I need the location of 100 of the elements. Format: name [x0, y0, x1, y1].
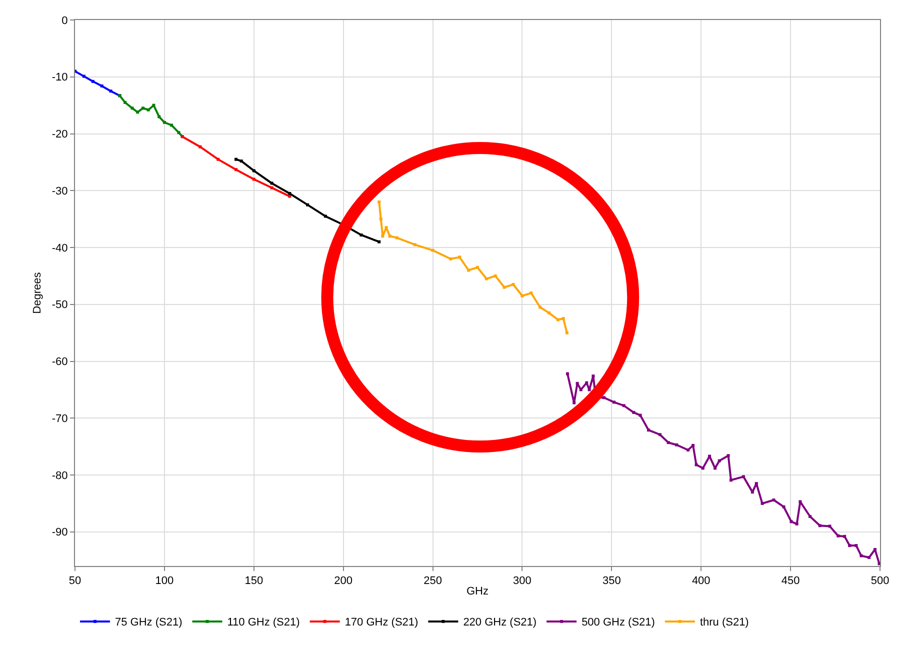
- point: [718, 459, 721, 462]
- point: [708, 454, 712, 458]
- point: [565, 331, 568, 334]
- point: [754, 482, 758, 486]
- point: [562, 317, 565, 320]
- point: [152, 104, 156, 107]
- point: [484, 277, 488, 280]
- point: [449, 257, 452, 260]
- x-tick-label: 150: [244, 575, 264, 588]
- point: [384, 226, 388, 230]
- point: [726, 454, 730, 458]
- point: [252, 178, 256, 181]
- point: [512, 282, 515, 286]
- point: [234, 168, 238, 172]
- point: [808, 515, 812, 518]
- point: [548, 311, 551, 314]
- point: [502, 286, 506, 289]
- point: [658, 433, 662, 436]
- point: [686, 448, 690, 452]
- point: [860, 554, 863, 558]
- x-tick-label: 100: [155, 575, 174, 588]
- point: [100, 84, 104, 88]
- point: [790, 520, 793, 524]
- point: [177, 131, 180, 134]
- point: [458, 256, 462, 259]
- point: [795, 522, 798, 526]
- point: [216, 158, 220, 161]
- point: [82, 74, 86, 78]
- point: [632, 410, 636, 414]
- point: [848, 544, 852, 548]
- line-series: [378, 200, 568, 334]
- y-tick-label: -10: [52, 72, 68, 84]
- y-tick-label: -50: [52, 299, 68, 312]
- point: [240, 160, 243, 163]
- point: [378, 200, 381, 204]
- point: [538, 306, 542, 309]
- line-series: [118, 94, 184, 138]
- x-tick-label: 250: [424, 575, 442, 588]
- point: [130, 106, 134, 110]
- point: [714, 466, 717, 470]
- point: [467, 268, 470, 272]
- point: [694, 463, 698, 466]
- y-tick-label: -60: [52, 356, 68, 368]
- legend-label: 75 GHz (S21): [115, 616, 182, 629]
- x-tick-label: 200: [334, 575, 353, 588]
- point: [782, 505, 786, 508]
- point: [675, 443, 678, 446]
- point: [612, 400, 616, 404]
- legend-label: 110 GHz (S21): [227, 616, 300, 629]
- point: [136, 110, 140, 114]
- x-tick-label: 350: [602, 575, 621, 588]
- point: [530, 292, 533, 294]
- point: [234, 158, 238, 161]
- point: [158, 115, 161, 118]
- point: [252, 169, 256, 172]
- point: [666, 441, 670, 444]
- x-tick-label: 400: [692, 575, 710, 588]
- point: [141, 106, 144, 110]
- point: [288, 192, 292, 195]
- point: [288, 194, 292, 198]
- point: [556, 318, 560, 322]
- y-tick-label: -40: [52, 242, 68, 254]
- line-series: [234, 158, 381, 244]
- point: [124, 100, 127, 104]
- point: [622, 404, 626, 408]
- point: [798, 500, 802, 504]
- point: [772, 498, 776, 502]
- point: [647, 428, 650, 432]
- point: [701, 466, 704, 470]
- point: [729, 478, 732, 482]
- point: [381, 234, 384, 238]
- y-tick-label: -90: [52, 526, 68, 539]
- point: [388, 234, 392, 238]
- point: [579, 388, 582, 392]
- point: [868, 556, 871, 559]
- point: [602, 396, 606, 400]
- point: [431, 248, 434, 252]
- point: [494, 274, 497, 278]
- y-tick-label: -20: [52, 128, 68, 141]
- point: [146, 108, 150, 112]
- x-axis-title: GHz: [466, 585, 488, 598]
- point: [162, 120, 166, 124]
- y-tick-label: -80: [52, 470, 68, 482]
- point: [818, 524, 822, 528]
- x-tick-label: 300: [513, 575, 532, 588]
- point: [109, 90, 112, 93]
- point: [588, 388, 591, 392]
- point: [413, 243, 416, 246]
- point: [572, 401, 576, 404]
- y-axis-title: Degrees: [32, 272, 44, 314]
- point: [836, 534, 840, 538]
- point: [576, 382, 579, 385]
- point: [585, 381, 588, 384]
- point: [750, 490, 754, 494]
- point: [270, 182, 274, 185]
- legend-label: 170 GHz (S21): [344, 616, 418, 629]
- point: [520, 294, 524, 298]
- point: [828, 524, 832, 528]
- point: [360, 233, 363, 236]
- x-tick-label: 500: [870, 575, 890, 588]
